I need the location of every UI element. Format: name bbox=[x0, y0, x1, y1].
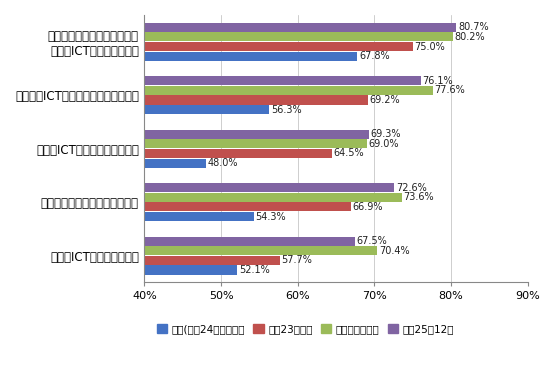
Text: 69.2%: 69.2% bbox=[370, 95, 400, 105]
Bar bbox=[0, 42, 413, 51]
Bar bbox=[0, 183, 394, 192]
Text: 70.4%: 70.4% bbox=[379, 246, 410, 256]
Text: 48.0%: 48.0% bbox=[207, 158, 238, 168]
Bar bbox=[0, 32, 452, 41]
Text: 66.9%: 66.9% bbox=[352, 202, 382, 212]
Bar bbox=[0, 23, 456, 32]
Text: 56.3%: 56.3% bbox=[271, 105, 301, 115]
Bar bbox=[0, 203, 351, 212]
Bar bbox=[0, 76, 421, 85]
Text: 52.1%: 52.1% bbox=[239, 265, 269, 275]
Text: 69.0%: 69.0% bbox=[368, 139, 398, 149]
Bar bbox=[0, 246, 377, 255]
Bar bbox=[0, 193, 402, 202]
Bar bbox=[0, 139, 367, 148]
Text: 77.6%: 77.6% bbox=[434, 85, 465, 95]
Bar bbox=[0, 237, 355, 246]
Text: 80.7%: 80.7% bbox=[458, 22, 488, 32]
Bar bbox=[0, 130, 369, 139]
Text: 75.0%: 75.0% bbox=[414, 41, 445, 52]
Text: 54.3%: 54.3% bbox=[255, 212, 286, 222]
Bar bbox=[0, 265, 237, 274]
Text: 57.7%: 57.7% bbox=[281, 255, 312, 265]
Bar bbox=[0, 52, 357, 61]
Bar bbox=[0, 256, 280, 265]
Text: 76.1%: 76.1% bbox=[422, 76, 453, 86]
Bar bbox=[0, 149, 332, 158]
Text: 72.6%: 72.6% bbox=[396, 183, 427, 193]
Text: 73.6%: 73.6% bbox=[403, 192, 434, 202]
Bar bbox=[0, 105, 269, 114]
Legend: 事前(平成24年１月頃）, 平成23年度末, 平成２４年度末, 平成25年12月: 事前(平成24年１月頃）, 平成23年度末, 平成２４年度末, 平成25年12月 bbox=[155, 322, 456, 336]
Bar bbox=[0, 158, 206, 168]
Bar bbox=[0, 212, 254, 221]
Bar bbox=[0, 86, 432, 95]
Text: 64.5%: 64.5% bbox=[334, 149, 364, 158]
Text: 80.2%: 80.2% bbox=[454, 32, 485, 42]
Text: 67.5%: 67.5% bbox=[357, 236, 387, 246]
Bar bbox=[0, 95, 368, 104]
Text: 67.8%: 67.8% bbox=[359, 51, 390, 61]
Text: 69.3%: 69.3% bbox=[371, 129, 401, 139]
